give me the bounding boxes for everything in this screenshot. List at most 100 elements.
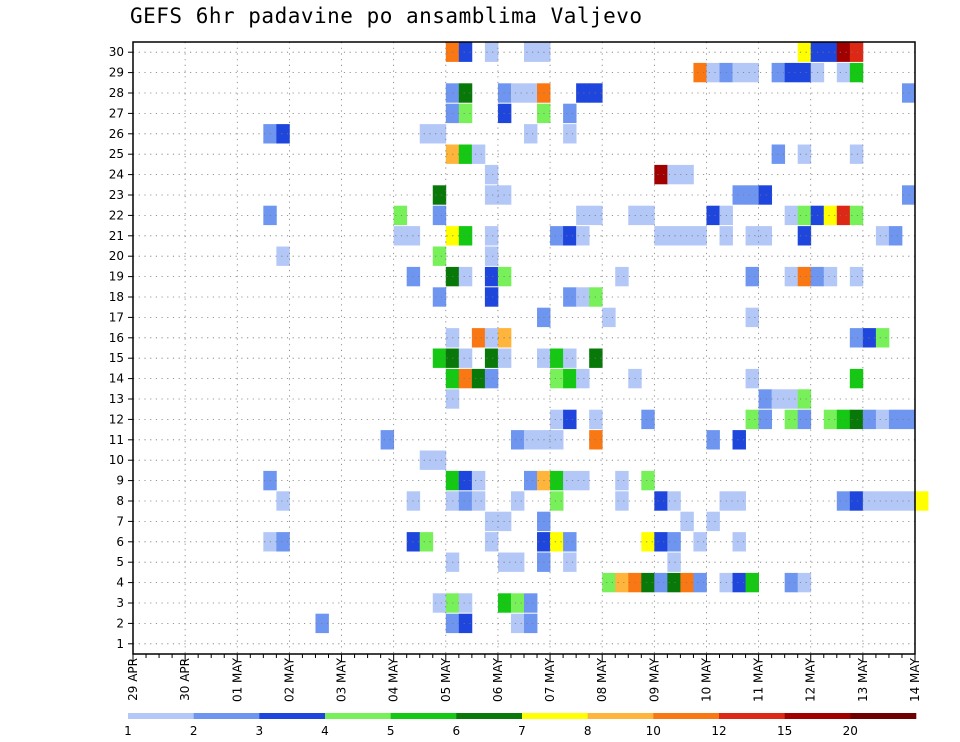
colorbar-swatch [784,713,851,719]
x-tick-label: 03 MAY [335,657,349,702]
colorbar-label: 5 [387,724,395,738]
heatmap-cell [393,226,408,246]
heatmap-cell [602,572,616,593]
y-tick-label: 23 [109,188,124,202]
heatmap-cell [706,511,720,532]
heatmap-cell [849,144,864,164]
heatmap-cell [849,368,864,389]
heatmap-cell [823,42,838,62]
heatmap-cell [745,409,759,430]
heatmap-cell [641,532,655,552]
heatmap-cell [797,409,812,430]
colorbar-label: 3 [255,724,263,738]
x-tick-label: 04 MAY [387,657,401,702]
heatmap-cell [419,124,434,144]
heatmap-cell [458,226,473,246]
colorbar-label: 4 [321,724,329,738]
y-tick-label: 27 [109,106,124,120]
y-tick-label: 5 [116,555,124,569]
colorbar-label: 6 [452,724,460,738]
heatmap-cell [849,409,864,430]
colorbar-swatch [325,713,391,719]
heatmap-cell [510,613,525,634]
heatmap-cell [641,409,655,430]
heatmap-cell [524,430,538,450]
heatmap-cell [849,42,864,62]
heatmap-cell [797,144,812,164]
heatmap-cell [524,83,538,103]
heatmap-cell [849,266,864,287]
heatmap-cell [693,226,707,246]
y-tick-label: 12 [109,412,124,426]
heatmap-cell [784,409,799,430]
heatmap-cell [458,83,473,103]
heatmap-cell [432,450,447,470]
y-tick-label: 22 [109,208,124,222]
heatmap-cell [563,532,577,552]
heatmap-cell [823,266,838,287]
heatmap-cell [484,266,499,287]
y-tick-label: 6 [116,535,124,549]
heatmap-cell [797,389,812,409]
heatmap-cell [576,368,590,389]
x-tick-label: 30 APR [178,658,192,701]
heatmap-cell [576,226,590,246]
heatmap-cell [576,83,590,103]
colorbar-swatch [390,713,457,719]
heatmap-cell [836,205,851,226]
colorbar-label: 15 [777,724,792,738]
y-tick-label: 3 [116,596,124,610]
colorbar-swatch [193,713,260,719]
heatmap-cell [419,450,434,470]
heatmap-cell [471,368,486,389]
heatmap-cell [615,470,629,491]
x-tick-label: 06 MAY [491,657,505,702]
y-tick-label: 18 [109,290,124,304]
heatmap-cell [458,348,473,368]
heatmap-cell [484,532,499,552]
heatmap-cell [432,593,447,613]
heatmap-cell [758,185,773,205]
heatmap-cell [550,470,564,491]
heatmap-cell [550,532,564,552]
heatmap-cell [484,368,499,389]
heatmap-cell [641,205,655,226]
colorbar-swatch [259,713,326,719]
heatmap-cell [563,348,577,368]
heatmap-cell [745,368,759,389]
colorbar-label: 8 [584,724,592,738]
heatmap-cell [784,205,799,226]
x-tick-label: 07 MAY [543,657,557,702]
x-tick-label: 13 MAY [856,657,870,702]
heatmap-cell [836,62,851,83]
heatmap-cell [602,307,616,328]
colorbar-swatch [456,713,523,719]
heatmap-cell [849,62,864,83]
heatmap-cell [576,470,590,491]
heatmap-cell [484,164,499,185]
heatmap-cell [432,348,447,368]
heatmap-cell [667,226,681,246]
heatmap-cell [654,164,668,185]
heatmap-cell [797,42,812,62]
heatmap-cell [563,552,577,572]
x-tick-label: 10 MAY [700,657,714,702]
x-tick-label: 14 MAY [908,657,922,702]
x-tick-label: 02 MAY [282,657,296,702]
heatmap-cell [680,572,694,593]
colorbar-label: 10 [646,724,661,738]
heatmap-cell [615,572,629,593]
colorbar-label: 2 [190,724,198,738]
heatmap-cell [784,572,799,593]
heatmap-cell [393,205,408,226]
heatmap-cell [484,328,499,348]
heatmap-cell [576,205,590,226]
heatmap-cell [484,42,499,62]
y-tick-label: 9 [116,474,124,488]
heatmap-cell [458,470,473,491]
y-tick-label: 10 [109,453,124,467]
heatmap-cell [758,409,773,430]
heatmap-cell [276,124,290,144]
heatmap-cell [745,185,759,205]
y-tick-label: 17 [109,310,124,324]
